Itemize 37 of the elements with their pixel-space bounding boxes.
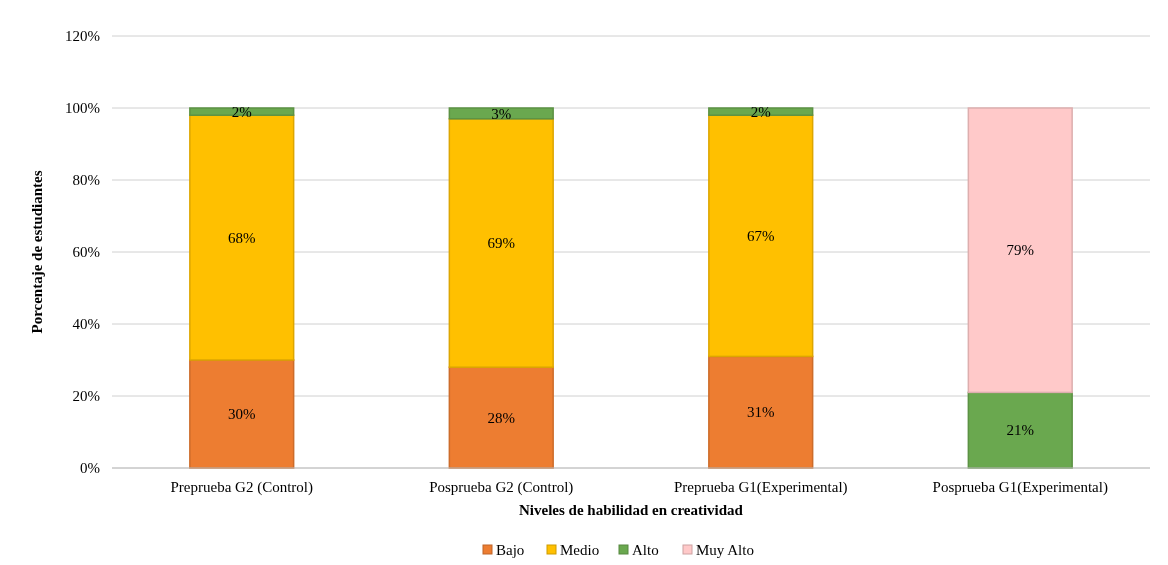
bar — [448, 118, 554, 368]
x-axis-title: Niveles de habilidad en creatividad — [519, 502, 744, 518]
data-label: 21% — [1006, 422, 1034, 439]
bar — [708, 107, 814, 116]
data-label: 30% — [228, 406, 256, 423]
y-tick-label: 100% — [65, 100, 100, 117]
x-tick-label: Preprueba G2 (Control) — [170, 479, 313, 496]
x-tick-label: Posprueba G1(Experimental) — [932, 479, 1108, 496]
y-tick-label: 80% — [72, 172, 100, 189]
y-tick-label: 40% — [72, 316, 100, 333]
y-tick-label: 120% — [65, 28, 100, 45]
bar — [189, 359, 295, 469]
bar — [448, 366, 554, 469]
bar — [708, 355, 814, 469]
data-label: 31% — [747, 404, 775, 421]
bar — [448, 107, 554, 120]
bar — [967, 391, 1073, 469]
legend-label: Medio — [560, 541, 600, 558]
data-label: 68% — [228, 229, 256, 246]
y-tick-label: 60% — [72, 244, 100, 261]
legend-label: Alto — [632, 541, 659, 558]
data-label: 3% — [491, 105, 512, 122]
y-tick-label: 0% — [80, 460, 100, 477]
bar — [967, 107, 1073, 394]
data-label: 69% — [487, 235, 515, 252]
data-label: 2% — [231, 103, 252, 120]
data-label: 28% — [487, 409, 515, 426]
x-tick-label: Preprueba G1(Experimental) — [673, 479, 848, 496]
bar — [189, 107, 295, 116]
y-tick-label: 20% — [72, 388, 100, 405]
data-label: 67% — [747, 228, 775, 245]
y-axis-title: Porcentaje de estudiantes — [29, 170, 45, 334]
data-label: 79% — [1006, 242, 1034, 259]
data-label: 2% — [750, 103, 771, 120]
legend-label: Muy Alto — [696, 541, 754, 558]
legend-label: Bajo — [496, 541, 525, 558]
x-tick-label: Posprueba G2 (Control) — [429, 479, 574, 496]
